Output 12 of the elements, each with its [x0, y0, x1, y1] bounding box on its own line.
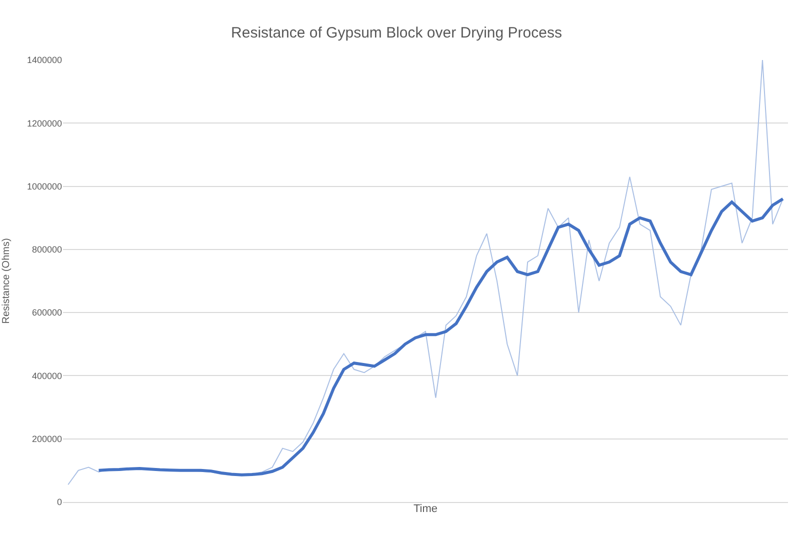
y-tick-label: 800000 — [32, 244, 62, 255]
x-axis-title: Time — [413, 503, 438, 516]
y-axis-title: Resistance (Ohms) — [0, 238, 12, 324]
chart-title: Resistance of Gypsum Block over Drying Process — [231, 24, 562, 42]
y-tick-label: 200000 — [32, 434, 62, 444]
y-tick-label: 0 — [56, 497, 62, 508]
y-tick-label: 1400000 — [26, 55, 62, 66]
y-tick-label: 400000 — [32, 370, 62, 381]
y-tick-label: 1000000 — [26, 181, 62, 192]
line-series — [97, 197, 784, 476]
y-tick-label: 1200000 — [26, 118, 62, 128]
y-tick-label: 600000 — [32, 308, 62, 318]
